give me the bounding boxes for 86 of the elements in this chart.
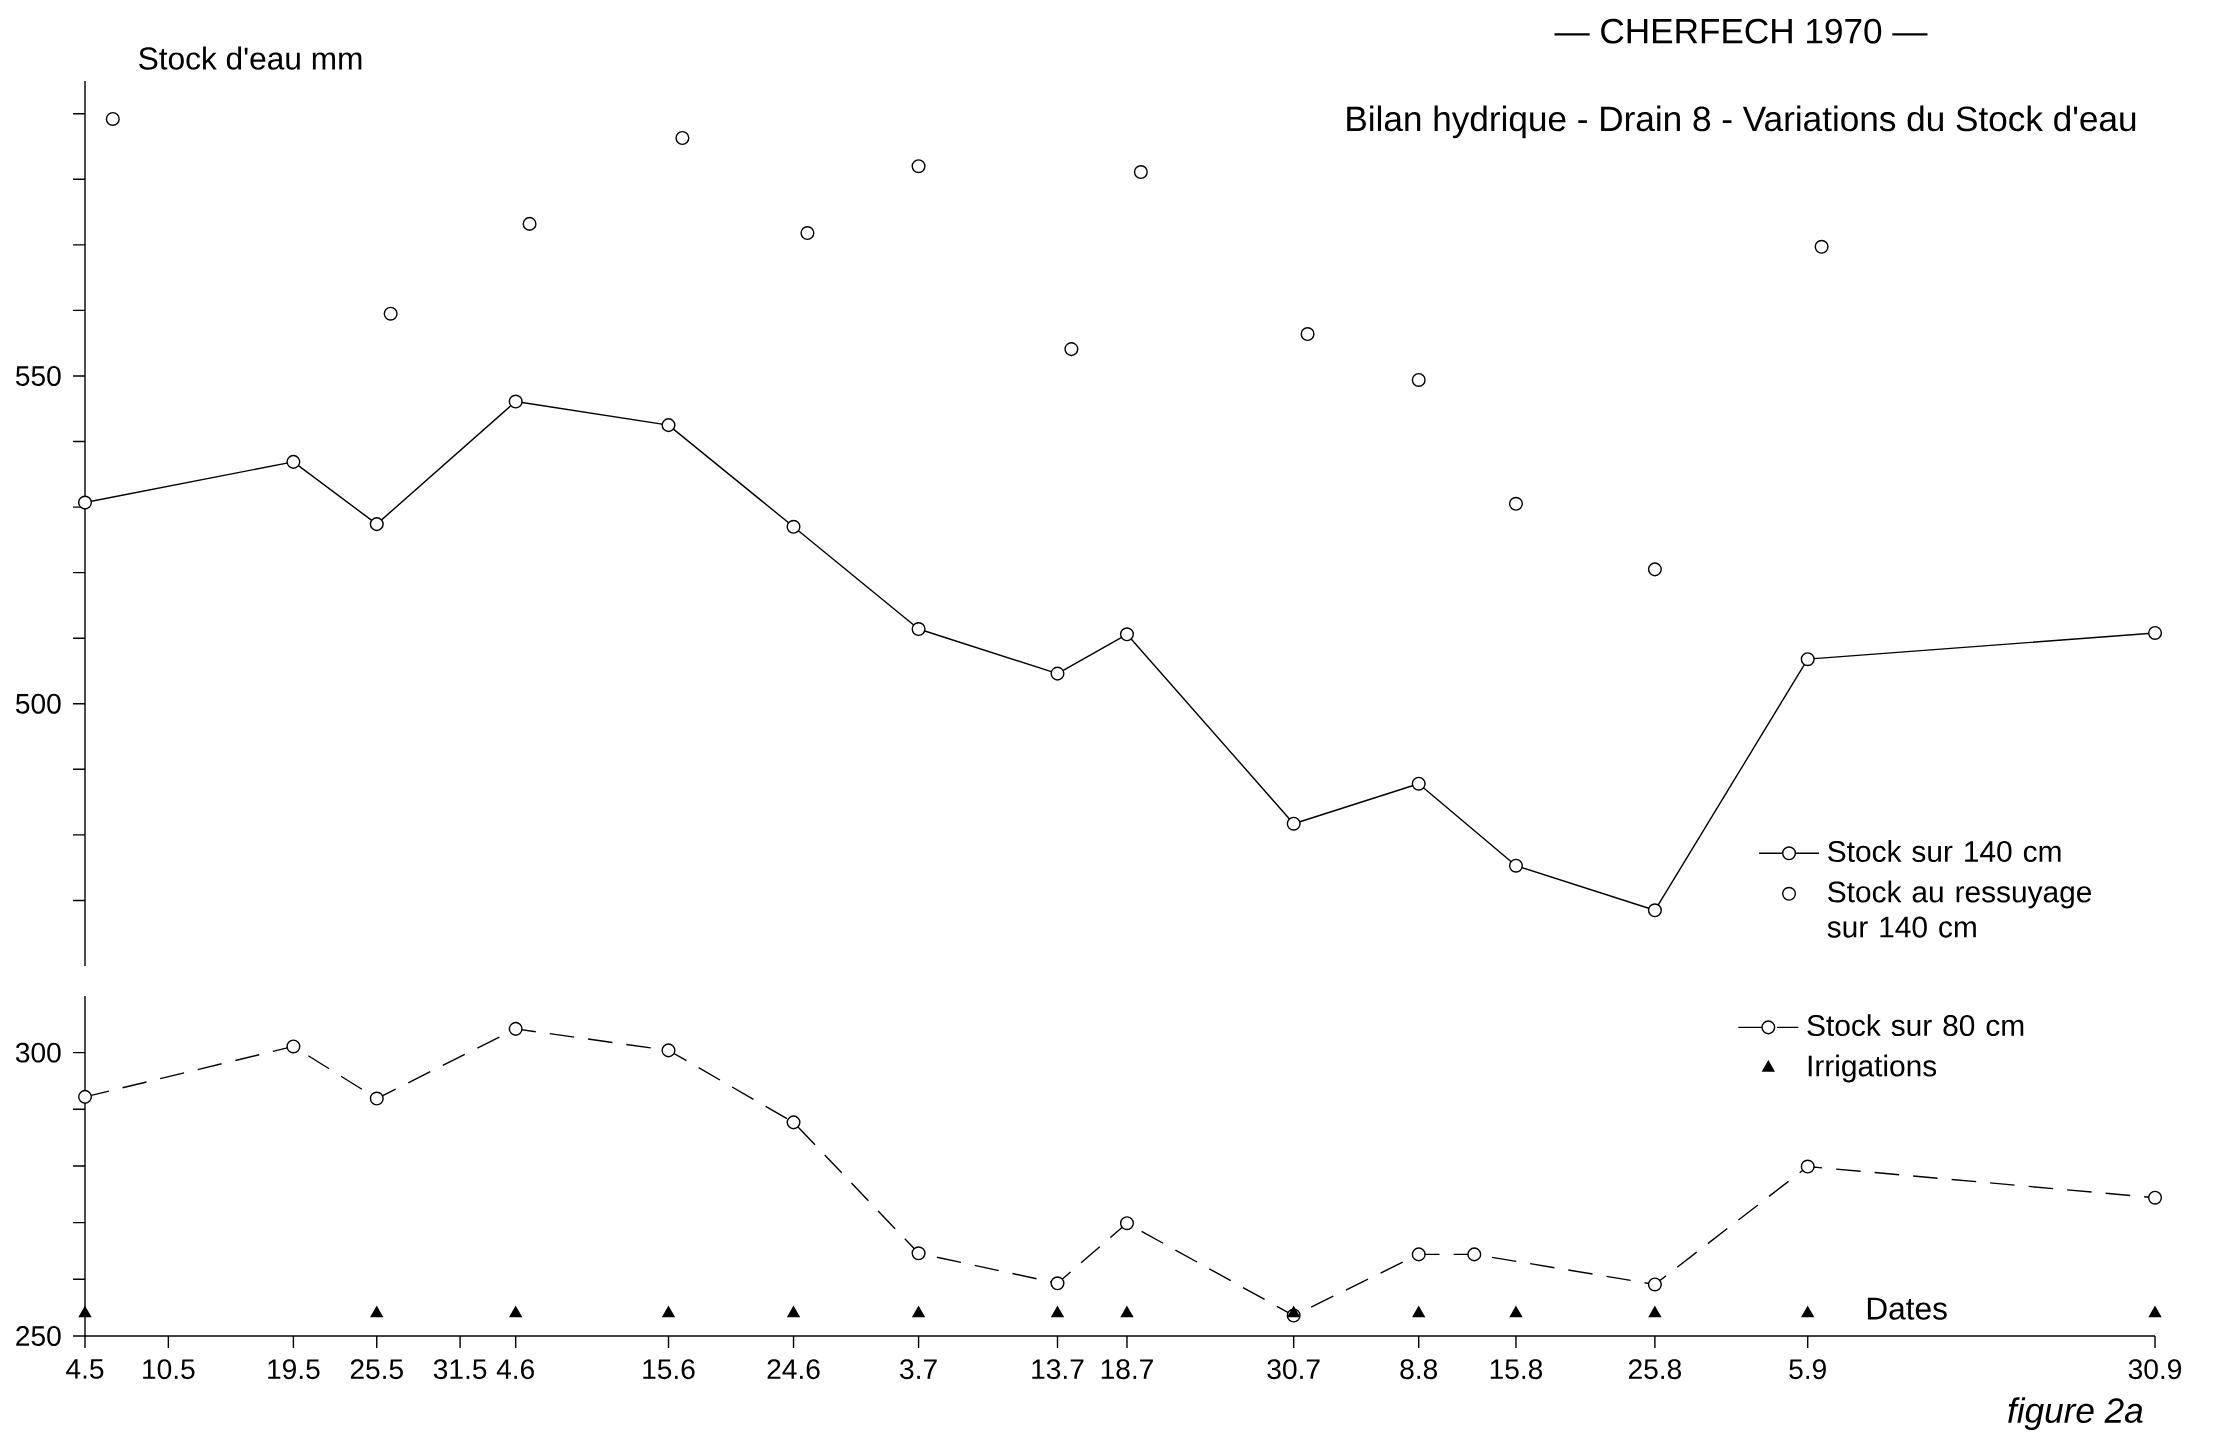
y-tick-label: 500: [15, 693, 61, 714]
point: [1800, 1159, 1815, 1174]
point: [912, 1306, 925, 1318]
x-tick-label: 13.7: [1032, 1359, 1084, 1380]
point: [369, 1091, 384, 1106]
point: [286, 454, 301, 469]
x-tick-label: 18.7: [1101, 1359, 1153, 1380]
x-tick-label: 31.5: [433, 1359, 487, 1380]
point: [1133, 165, 1148, 180]
point: [1287, 1306, 1300, 1318]
x-tick-label: 10.5: [143, 1359, 195, 1380]
point: [78, 1306, 92, 1318]
x-tick-label: 19.5: [268, 1359, 320, 1380]
point: [1509, 1306, 1523, 1318]
x-tick-label: 15.8: [1490, 1359, 1543, 1380]
point: [1119, 627, 1134, 642]
point: [383, 306, 398, 321]
caption: figure 2a: [2008, 1397, 2143, 1430]
point: [1467, 1247, 1482, 1262]
chart-title: — CHERFECH 1970 —: [1554, 18, 1928, 44]
point: [1647, 1277, 1662, 1292]
point: [370, 1306, 383, 1318]
text: Bilan hydrique - Drain 8 - Variations du Stock d'eau: [1347, 105, 2136, 139]
point: [1051, 1306, 1064, 1318]
point: [2148, 1306, 2162, 1318]
y-tick-label: 300: [15, 1042, 61, 1063]
point: [800, 226, 815, 241]
x-tick-label: 24.6: [767, 1359, 820, 1380]
legend-label: Irrigations: [1808, 1054, 1937, 1083]
point: [105, 111, 120, 127]
x-tick-label: 30.9: [2128, 1359, 2182, 1380]
point: [509, 1306, 522, 1318]
point: [911, 621, 926, 637]
y-axis-title: Stock d'eau mm: [139, 46, 362, 70]
point: [77, 1089, 93, 1104]
point: [508, 394, 523, 409]
point: [1050, 1276, 1065, 1291]
legend-label: Stock sur 80 cm: [1807, 1014, 2024, 1037]
point: [1411, 776, 1426, 791]
point: [675, 130, 690, 146]
point: [77, 495, 93, 510]
point: [1300, 326, 1315, 342]
x-tick-label: 30.7: [1267, 1359, 1320, 1380]
point: [2147, 1190, 2163, 1205]
point: [1647, 903, 1662, 918]
point: [662, 1306, 675, 1318]
point: [1648, 1306, 1662, 1318]
point: [661, 418, 676, 433]
point: [1814, 239, 1829, 254]
point: [911, 159, 926, 174]
point: [1286, 816, 1301, 831]
point: [661, 1043, 676, 1058]
y-tick-label: 550: [15, 366, 61, 386]
point: [1801, 1306, 1814, 1318]
point: [911, 1246, 926, 1261]
point: [1508, 858, 1523, 873]
x-tick-label: 4.6: [496, 1359, 534, 1380]
point: [1119, 1216, 1134, 1231]
point: [1412, 1306, 1425, 1318]
point: [1050, 666, 1065, 681]
x-tick-label: 15.6: [643, 1359, 695, 1380]
point: [1800, 652, 1815, 667]
point: [1064, 342, 1079, 357]
point: [1411, 1247, 1426, 1262]
x-tick-label: 5.9: [1789, 1359, 1826, 1380]
point: [786, 519, 801, 534]
x-tick-label: 25.8: [1628, 1359, 1681, 1380]
x-tick-label: 3.7: [900, 1359, 937, 1380]
x-tick-label: 8.8: [1400, 1359, 1437, 1380]
point: [286, 1039, 301, 1054]
point: [522, 216, 537, 231]
point: [1647, 562, 1662, 577]
point: [2147, 625, 2163, 640]
x-axis-title: Dates: [1867, 1297, 1947, 1320]
point: [786, 1115, 801, 1130]
x-tick-label: 25.5: [350, 1359, 403, 1380]
x-tick-label: 4.5: [66, 1359, 104, 1379]
point: [369, 517, 384, 532]
y-tick-label: 250: [16, 1326, 61, 1346]
point: [1411, 372, 1426, 387]
point: [1508, 496, 1523, 511]
legend-label: Stock au ressuyage sur 140 cm: [1827, 880, 2092, 938]
point: [787, 1306, 800, 1318]
legend-label: Stock sur 140 cm: [1828, 840, 2061, 863]
point: [1120, 1306, 1134, 1318]
point: [508, 1021, 523, 1036]
